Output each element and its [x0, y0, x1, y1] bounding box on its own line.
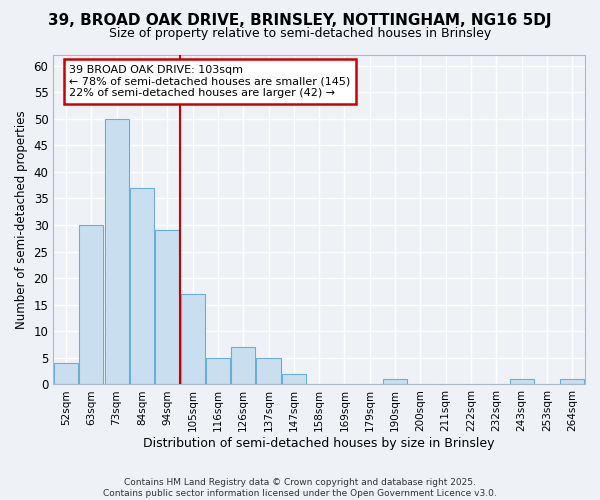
- Bar: [231, 348, 255, 385]
- Text: 39, BROAD OAK DRIVE, BRINSLEY, NOTTINGHAM, NG16 5DJ: 39, BROAD OAK DRIVE, BRINSLEY, NOTTINGHA…: [48, 12, 552, 28]
- Bar: [155, 230, 179, 384]
- Bar: [383, 379, 407, 384]
- Bar: [181, 294, 205, 384]
- Bar: [79, 225, 103, 384]
- Bar: [54, 363, 78, 384]
- Text: Contains HM Land Registry data © Crown copyright and database right 2025.
Contai: Contains HM Land Registry data © Crown c…: [103, 478, 497, 498]
- Y-axis label: Number of semi-detached properties: Number of semi-detached properties: [15, 110, 28, 329]
- Bar: [256, 358, 281, 384]
- Bar: [130, 188, 154, 384]
- Text: 39 BROAD OAK DRIVE: 103sqm
← 78% of semi-detached houses are smaller (145)
22% o: 39 BROAD OAK DRIVE: 103sqm ← 78% of semi…: [69, 65, 350, 98]
- Text: Size of property relative to semi-detached houses in Brinsley: Size of property relative to semi-detach…: [109, 28, 491, 40]
- X-axis label: Distribution of semi-detached houses by size in Brinsley: Distribution of semi-detached houses by …: [143, 437, 495, 450]
- Bar: [104, 119, 128, 384]
- Bar: [560, 379, 584, 384]
- Bar: [509, 379, 534, 384]
- Bar: [282, 374, 306, 384]
- Bar: [206, 358, 230, 384]
